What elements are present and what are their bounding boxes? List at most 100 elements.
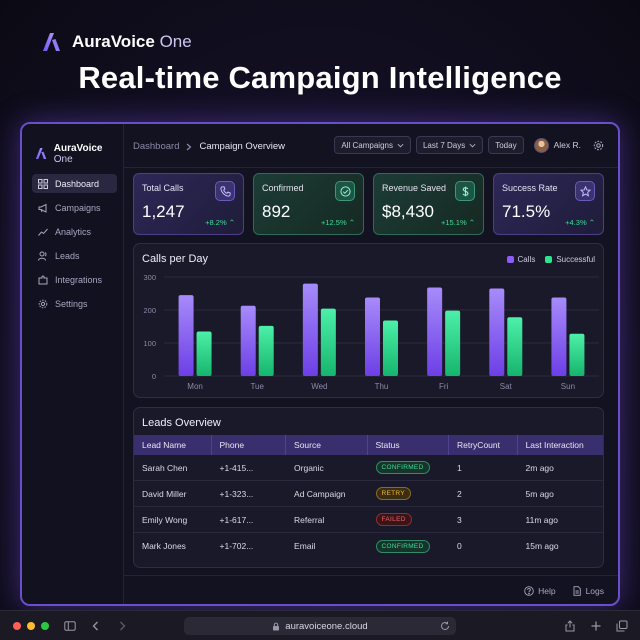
x-tick-label: Thu [375,382,389,391]
sidebar-item-settings[interactable]: Settings [32,294,117,313]
users-icon [38,251,47,261]
today-button[interactable]: Today [488,136,524,154]
bar-successful-fri[interactable] [445,310,461,376]
legend-swatch [506,256,514,263]
browser-nav [64,620,128,632]
bar-calls-sat[interactable] [489,288,505,376]
forward-icon[interactable] [116,620,128,632]
column-header-phone[interactable]: Phone [212,435,287,455]
bar-calls-sun[interactable] [551,297,567,376]
kpi-card-confirmed[interactable]: Confirmed 892 +12.5% ⌃ [253,173,364,235]
table-row[interactable]: Mark Jones +1-702... Email CONFIRMED 0 15m ag… [134,533,603,559]
chart-line-icon [38,228,48,236]
leads-table-body: Sarah Chen +1-415... Organic CONFIRMED 1 2m a… [134,455,603,559]
table-row[interactable]: David Miller +1-323... Ad Campaign RETRY 2 5m… [134,481,603,507]
table-cell-source: Email [294,541,316,551]
bar-calls-mon[interactable] [178,295,194,376]
column-header-source[interactable]: Source [286,435,368,455]
bar-successful-sat[interactable] [507,317,523,376]
leads-title: Leads Overview [142,417,221,429]
table-cell-retry: 2 [456,488,462,499]
column-header-lead-name[interactable]: Lead Name [134,435,212,455]
reload-icon[interactable] [440,621,450,631]
table-cell-last: 11m ago [525,514,558,525]
kpi-label: Confirmed [262,183,304,193]
x-tick-label: Tue [250,382,264,391]
column-header-status[interactable]: Status [368,435,449,455]
kpi-card-total-calls[interactable]: Total Calls 1,247 +8.2% ⌃ [133,173,244,235]
kpi-label: Revenue Saved [382,183,447,193]
kpi-label: Total Calls [142,183,184,193]
campaign-filter-select[interactable]: All Campaigns [334,136,411,154]
tabs-overview-icon[interactable] [616,620,628,632]
kpi-icon-box [455,181,475,201]
chevron-down-icon [469,143,476,148]
share-icon[interactable] [564,620,576,632]
table-row[interactable]: Sarah Chen +1-415... Organic CONFIRMED 1 2m a… [134,455,603,481]
bar-successful-wed[interactable] [320,308,336,376]
bar-calls-wed[interactable] [302,283,318,376]
legend-label: Calls [517,255,536,264]
sidebar-item-label: Campaigns [55,202,101,213]
bar-calls-tue[interactable] [240,305,256,376]
kpi-value: 1,247 [142,202,185,221]
minimize-window-button[interactable] [27,622,35,630]
kpi-card-success-rate[interactable]: Success Rate 71.5% +4.3% ⌃ [493,173,604,235]
sidebar-item-label: Settings [55,298,88,309]
legend-item-successful[interactable]: Successful [545,255,595,264]
bar-successful-mon[interactable] [196,331,212,376]
column-header-retry-count[interactable]: RetryCount [449,435,518,455]
back-icon[interactable] [90,620,102,632]
table-cell-name: Mark Jones [142,541,186,551]
window-controls [13,622,49,630]
sidebar-toggle-icon[interactable] [64,620,76,632]
legend-swatch [545,256,553,263]
table-row[interactable]: Emily Wong +1-617... Referral FAILED 3 11m ag… [134,507,603,533]
y-tick-label: 300 [143,273,156,282]
sidebar-item-dashboard[interactable]: Dashboard [32,174,117,193]
legend-item-calls[interactable]: Calls [506,255,536,264]
table-cell-status: CONFIRMED [368,533,449,559]
chevron-down-icon [397,143,404,148]
logs-link[interactable]: Logs [572,586,604,596]
bar-successful-tue[interactable] [258,325,274,376]
date-range-select[interactable]: Last 7 Days [415,136,484,154]
help-link[interactable]: Help [524,586,556,596]
table-cell-source: Referral [294,514,325,525]
sidebar-item-analytics[interactable]: Analytics [32,222,117,241]
x-tick-label: Mon [187,382,203,391]
gear-icon[interactable] [593,140,604,151]
address-bar[interactable]: auravoiceone.cloud [184,617,456,635]
maximize-window-button[interactable] [41,622,49,630]
kpi-delta: +15.1% ⌃ [440,218,475,227]
sidebar-item-leads[interactable]: Leads [32,246,117,265]
megaphone-icon [38,203,47,213]
legend-label: Successful [556,255,595,264]
y-tick-label: 200 [143,306,156,315]
bar-calls-thu[interactable] [365,297,380,376]
bar-calls-fri[interactable] [427,287,443,376]
table-cell-phone: +1-323... [219,488,254,499]
kpi-label: Success Rate [502,183,558,193]
bar-successful-thu[interactable] [383,320,398,376]
calls-per-day-panel: 0 100 200 300 Mon Tue Wed Thu Fri Sat Sun Calls pe… [133,243,604,398]
user-menu[interactable]: Alex R. [533,137,581,153]
kpi-delta: +12.5% ⌃ [320,218,355,227]
breadcrumb-root[interactable]: Dashboard [133,141,180,152]
help-circle-icon [524,586,534,596]
sidebar-item-integrations[interactable]: Integrations [32,270,117,289]
auravoice-logo-icon [43,33,60,51]
x-tick-label: Sun [561,382,575,391]
sidebar-brand[interactable]: AuraVoice One [22,124,123,168]
table-cell-last: 15m ago [525,541,559,551]
close-window-button[interactable] [13,622,21,630]
bar-successful-sun[interactable] [569,333,585,376]
new-tab-icon[interactable] [590,620,602,632]
sidebar-item-campaigns[interactable]: Campaigns [32,198,117,217]
x-tick-label: Wed [311,382,327,391]
table-cell-last: 2m ago [525,462,554,473]
footer: Help Logs [524,586,604,596]
kpi-card-revenue-saved[interactable]: Revenue Saved $8,430 +15.1% ⌃ [373,173,484,235]
sidebar-item-label: Analytics [55,226,92,237]
column-header-last-interaction[interactable]: Last Interaction [525,440,584,450]
